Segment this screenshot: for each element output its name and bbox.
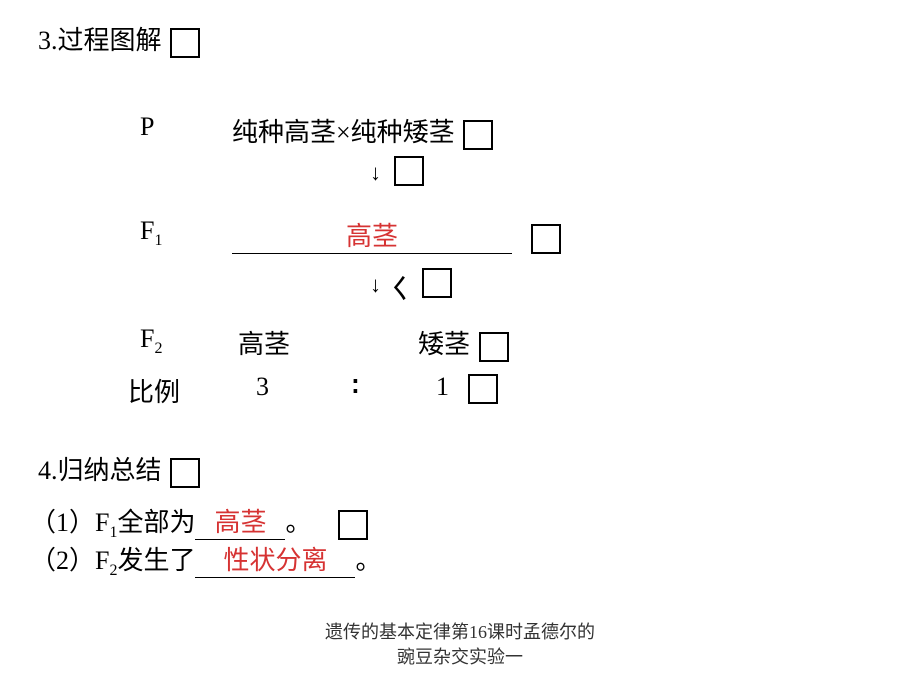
section4-title-text: 4.归纳总结 bbox=[38, 456, 162, 485]
footer-line1: 遗传的基本定律第16课时孟德尔的 bbox=[0, 620, 920, 645]
page-footer: 遗传的基本定律第16课时孟德尔的 豌豆杂交实验一 bbox=[0, 620, 920, 670]
arrow-down-icon: ↓ bbox=[370, 160, 381, 186]
f2-tall-text: 高茎 bbox=[238, 324, 290, 361]
item1-underline: 高茎 bbox=[195, 502, 285, 540]
f2-short-row: 矮茎 bbox=[418, 324, 509, 362]
f2-sub: 2 bbox=[154, 340, 162, 357]
checkbox-icon bbox=[422, 268, 452, 298]
footer-line2: 豌豆杂交实验一 bbox=[0, 645, 920, 670]
item1-suffix: 。 bbox=[285, 508, 311, 537]
item2-prefix: （2）F bbox=[30, 546, 109, 575]
f1-underline: 高茎 bbox=[232, 216, 512, 254]
f2-prefix: F bbox=[140, 324, 154, 353]
item1-prefix: （1）F bbox=[30, 508, 109, 537]
checkbox-icon bbox=[463, 120, 493, 150]
section3-title-text: 3.过程图解 bbox=[38, 26, 162, 55]
summary-item2: （2）F2发生了性状分离。 bbox=[30, 540, 382, 580]
checkbox-icon bbox=[531, 224, 561, 254]
f1-sub: 1 bbox=[154, 232, 162, 249]
checkbox-icon bbox=[338, 510, 368, 540]
ratio-short: 1 bbox=[436, 372, 449, 401]
ratio-label: 比例 bbox=[128, 372, 180, 409]
arrow1-box bbox=[392, 156, 424, 186]
section4-title: 4.归纳总结 bbox=[38, 450, 200, 488]
self-cross-icon: ㄑ bbox=[390, 269, 411, 306]
item1-text: 全部为 bbox=[117, 508, 195, 537]
item2-suffix: 。 bbox=[355, 546, 381, 575]
item2-underline: 性状分离 bbox=[195, 540, 355, 578]
item2-text: 发生了 bbox=[117, 546, 195, 575]
checkbox-icon bbox=[170, 458, 200, 488]
arrow-down-icon: ↓ bbox=[370, 272, 381, 298]
p-label: P bbox=[140, 112, 154, 142]
p-content-text: 纯种高茎×纯种矮茎 bbox=[232, 118, 455, 147]
section3-title: 3.过程图解 bbox=[38, 20, 200, 58]
f1-label: F1 bbox=[140, 216, 162, 250]
checkbox-icon bbox=[468, 374, 498, 404]
p-content-row: 纯种高茎×纯种矮茎 bbox=[232, 112, 493, 150]
f2-label: F2 bbox=[140, 324, 162, 358]
item1-answer: 高茎 bbox=[214, 508, 266, 537]
checkbox-icon bbox=[479, 332, 509, 362]
arrow2-box bbox=[420, 268, 452, 298]
checkbox-icon bbox=[170, 28, 200, 58]
f2-short-text: 矮茎 bbox=[418, 330, 470, 359]
ratio-separator: ∶ bbox=[352, 372, 359, 402]
f1-prefix: F bbox=[140, 216, 154, 245]
checkbox-icon bbox=[394, 156, 424, 186]
f1-result-text: 高茎 bbox=[346, 222, 398, 251]
ratio-tall: 3 bbox=[256, 372, 269, 402]
ratio-short-row: 1 bbox=[436, 372, 498, 404]
summary-item1: （1）F1全部为高茎。 bbox=[30, 502, 368, 542]
f1-result-row: 高茎 bbox=[232, 216, 561, 254]
item2-answer: 性状分离 bbox=[223, 546, 327, 575]
